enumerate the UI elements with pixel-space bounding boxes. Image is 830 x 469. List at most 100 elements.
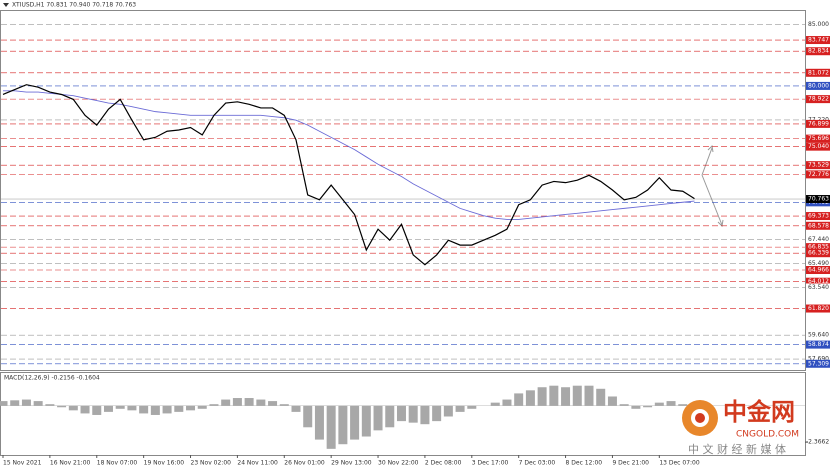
macd-bar bbox=[326, 405, 336, 449]
macd-bar bbox=[654, 402, 664, 406]
price-frame bbox=[0, 10, 806, 371]
macd-bar bbox=[103, 405, 113, 412]
macd-bar bbox=[150, 405, 160, 415]
y-tick-label: 65.490 bbox=[808, 260, 829, 267]
macd-bar bbox=[432, 405, 442, 422]
macd-bar bbox=[209, 404, 219, 406]
y-tick-box bbox=[806, 68, 830, 77]
macd-frame bbox=[0, 372, 806, 456]
y-tick-box bbox=[806, 304, 830, 313]
y-tick-box bbox=[806, 81, 830, 90]
arrow-down bbox=[701, 174, 723, 226]
macd-bar bbox=[572, 385, 582, 406]
macd-bar bbox=[10, 400, 20, 406]
macd-bar bbox=[256, 399, 266, 406]
y-tick-label: 58.874 bbox=[808, 341, 829, 348]
y-tick-box bbox=[806, 243, 830, 252]
macd-bar bbox=[678, 404, 688, 406]
macd-bar bbox=[338, 405, 348, 445]
y-tick-box bbox=[806, 259, 830, 268]
watermark-name: 中金网 bbox=[723, 398, 795, 426]
macd-bar bbox=[385, 405, 395, 428]
macd-title: MACD(12,26,9) -0.2156 -0.1604 bbox=[4, 375, 100, 382]
watermark: 中金网 CNGOLD.COM 中 文 财 经 新 媒 体 bbox=[682, 398, 799, 456]
arrow-head bbox=[707, 144, 714, 153]
macd-bar bbox=[244, 398, 254, 406]
x-tick-label: 29 Nov 13:00 bbox=[331, 460, 372, 467]
macd-bar bbox=[162, 405, 172, 414]
y-tick-box bbox=[806, 95, 830, 104]
y-tick-box bbox=[806, 277, 830, 286]
macd-bar bbox=[619, 404, 629, 406]
macd-bar bbox=[643, 405, 653, 408]
macd-bar bbox=[455, 405, 465, 412]
y-tick-label: 83.747 bbox=[808, 37, 829, 44]
y-tick-box bbox=[806, 331, 830, 340]
y-tick-label: 76.899 bbox=[808, 120, 829, 127]
menu-triangle bbox=[3, 3, 9, 7]
macd-bar bbox=[408, 405, 418, 423]
macd-bar bbox=[350, 405, 360, 440]
y-tick-label: 64.966 bbox=[808, 267, 829, 274]
macd-bar bbox=[666, 401, 676, 406]
macd-bar bbox=[232, 398, 242, 406]
y-tick-box bbox=[806, 266, 830, 275]
x-tick-label: 23 Nov 02:00 bbox=[191, 460, 232, 467]
y-tick-box bbox=[806, 355, 830, 364]
macd-bar bbox=[396, 405, 406, 422]
macd-bar bbox=[127, 405, 137, 411]
y-tick-box bbox=[806, 221, 830, 230]
last-price-box bbox=[806, 195, 830, 204]
x-tick-label: 8 Dec 12:00 bbox=[566, 460, 603, 467]
macd-bar bbox=[514, 393, 524, 406]
macd-bar bbox=[537, 387, 547, 406]
y-tick-label: 85.000 bbox=[808, 21, 829, 28]
macd-bar bbox=[420, 405, 430, 425]
macd-bar bbox=[443, 405, 453, 417]
macd-bar bbox=[186, 405, 196, 411]
x-tick-label: 24 Nov 11:00 bbox=[237, 460, 278, 467]
x-tick-label: 9 Dec 21:00 bbox=[612, 460, 649, 467]
y-tick-label: 66.339 bbox=[808, 250, 829, 257]
y-tick-box bbox=[806, 20, 830, 29]
logo-core bbox=[695, 413, 705, 423]
macd-bar bbox=[197, 405, 207, 409]
x-tick-label: 2 Dec 08:00 bbox=[425, 460, 462, 467]
y-tick-label: -2.3662 bbox=[806, 439, 829, 446]
y-tick-box bbox=[806, 283, 830, 292]
x-tick-label: 30 Nov 22:00 bbox=[378, 460, 419, 467]
macd-bar bbox=[490, 402, 500, 406]
macd-bar bbox=[561, 387, 571, 406]
y-tick-label: 78.922 bbox=[808, 96, 829, 103]
x-tick-label: 3 Dec 17:00 bbox=[472, 460, 509, 467]
chart-title: XTIUSD,H1 70.831 70.940 70.718 70.763 bbox=[12, 2, 136, 9]
macd-bar bbox=[80, 405, 90, 414]
x-tick-label: 16 Nov 21:00 bbox=[50, 460, 91, 467]
x-tick-label: 19 Nov 16:00 bbox=[144, 460, 185, 467]
y-tick-box bbox=[806, 161, 830, 170]
macd-bar bbox=[373, 405, 383, 431]
y-tick-label: 73.529 bbox=[808, 162, 829, 169]
y-tick-box bbox=[806, 36, 830, 45]
x-tick-label: 26 Nov 01:00 bbox=[284, 460, 325, 467]
macd-bar bbox=[291, 405, 301, 412]
y-tick-label: 63.540 bbox=[808, 284, 829, 291]
y-tick-box bbox=[806, 359, 830, 368]
macd-bar bbox=[268, 401, 278, 406]
y-tick-label: 59.640 bbox=[808, 332, 829, 339]
y-tick-box bbox=[806, 249, 830, 258]
macd-bar bbox=[33, 401, 43, 406]
macd-bar bbox=[0, 401, 8, 406]
macd-bar bbox=[57, 405, 67, 408]
macd-bar bbox=[596, 388, 606, 406]
macd-bar bbox=[549, 385, 559, 406]
y-tick-box bbox=[806, 142, 830, 151]
y-tick-label: 75.696 bbox=[808, 135, 829, 142]
y-tick-label: 81.072 bbox=[808, 69, 829, 76]
x-tick-label: 15 Nov 2021 bbox=[3, 460, 42, 467]
arrow-up bbox=[701, 147, 713, 176]
y-tick-label: 75.040 bbox=[808, 143, 829, 150]
price-line bbox=[2, 84, 695, 266]
